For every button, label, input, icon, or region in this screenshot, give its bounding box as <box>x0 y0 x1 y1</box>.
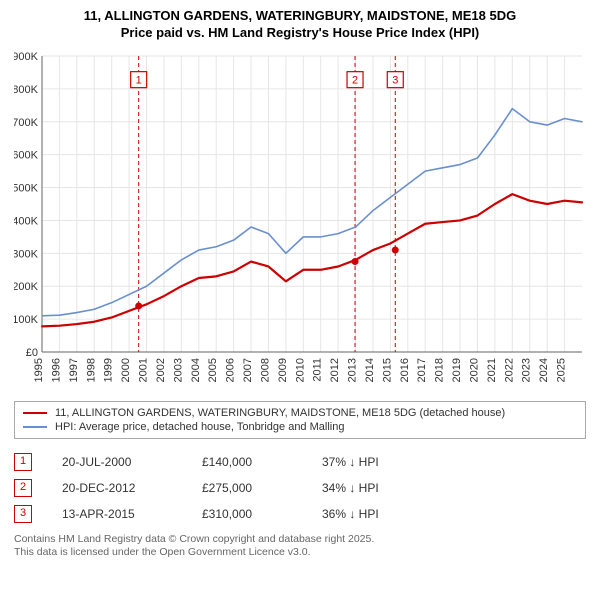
event-price: £275,000 <box>202 481 292 495</box>
svg-text:£900K: £900K <box>14 51 39 63</box>
svg-text:2006: 2006 <box>225 358 237 382</box>
svg-text:2002: 2002 <box>155 358 167 382</box>
svg-text:£800K: £800K <box>14 84 39 96</box>
event-row: 1 20-JUL-2000 £140,000 37% ↓ HPI <box>14 449 586 475</box>
footer-line-2: This data is licensed under the Open Gov… <box>14 546 586 560</box>
svg-text:3: 3 <box>392 74 398 86</box>
event-diff: 36% ↓ HPI <box>322 507 422 521</box>
svg-text:2001: 2001 <box>138 358 150 382</box>
event-diff: 37% ↓ HPI <box>322 455 422 469</box>
event-diff: 34% ↓ HPI <box>322 481 422 495</box>
event-badge: 3 <box>14 505 32 523</box>
event-row: 3 13-APR-2015 £310,000 36% ↓ HPI <box>14 501 586 527</box>
svg-text:2016: 2016 <box>399 358 411 382</box>
svg-text:2000: 2000 <box>120 358 132 382</box>
legend-swatch <box>23 412 47 414</box>
legend-row: HPI: Average price, detached house, Tonb… <box>23 420 577 434</box>
footer-line-1: Contains HM Land Registry data © Crown c… <box>14 533 586 547</box>
svg-text:£600K: £600K <box>14 149 39 161</box>
svg-text:2012: 2012 <box>329 358 341 382</box>
svg-text:2011: 2011 <box>312 358 324 382</box>
chart-svg: £0 £100K £200K £300K £400K £500K £600K £700K £80… <box>14 48 586 388</box>
svg-text:2005: 2005 <box>207 358 219 382</box>
svg-text:2004: 2004 <box>190 358 202 382</box>
svg-text:£200K: £200K <box>14 281 39 293</box>
svg-text:2025: 2025 <box>556 358 568 382</box>
event-price: £310,000 <box>202 507 292 521</box>
svg-text:2010: 2010 <box>294 358 306 382</box>
title-line-2: Price paid vs. HM Land Registry's House … <box>14 25 586 42</box>
svg-text:1999: 1999 <box>103 358 115 382</box>
title-line-1: 11, ALLINGTON GARDENS, WATERINGBURY, MAI… <box>14 8 586 25</box>
event-badge: 2 <box>14 479 32 497</box>
svg-text:£0: £0 <box>26 347 38 359</box>
svg-text:1995: 1995 <box>33 358 45 382</box>
svg-text:£700K: £700K <box>14 117 39 129</box>
legend-label: HPI: Average price, detached house, Tonb… <box>55 421 344 433</box>
legend: 11, ALLINGTON GARDENS, WATERINGBURY, MAI… <box>14 401 586 439</box>
svg-text:2013: 2013 <box>347 358 359 382</box>
svg-text:1: 1 <box>136 74 142 86</box>
event-date: 20-DEC-2012 <box>62 481 172 495</box>
svg-text:£500K: £500K <box>14 182 39 194</box>
svg-text:2024: 2024 <box>538 358 550 382</box>
svg-text:£400K: £400K <box>14 215 39 227</box>
svg-text:2008: 2008 <box>259 358 271 382</box>
svg-text:2019: 2019 <box>451 358 463 382</box>
svg-text:2022: 2022 <box>503 358 515 382</box>
footer-note: Contains HM Land Registry data © Crown c… <box>14 533 586 560</box>
svg-text:2: 2 <box>352 74 358 86</box>
svg-text:1998: 1998 <box>85 358 97 382</box>
events-list: 1 20-JUL-2000 £140,000 37% ↓ HPI 2 20-DEC-201… <box>14 449 586 527</box>
svg-text:1996: 1996 <box>50 358 62 382</box>
svg-text:2015: 2015 <box>381 358 393 382</box>
svg-text:£300K: £300K <box>14 248 39 260</box>
event-price: £140,000 <box>202 455 292 469</box>
svg-text:2007: 2007 <box>242 358 254 382</box>
svg-text:2009: 2009 <box>277 358 289 382</box>
legend-row: 11, ALLINGTON GARDENS, WATERINGBURY, MAI… <box>23 406 577 420</box>
event-date: 13-APR-2015 <box>62 507 172 521</box>
title-block: 11, ALLINGTON GARDENS, WATERINGBURY, MAI… <box>14 8 586 42</box>
page: 11, ALLINGTON GARDENS, WATERINGBURY, MAI… <box>0 0 600 590</box>
svg-text:2023: 2023 <box>521 358 533 382</box>
event-date: 20-JUL-2000 <box>62 455 172 469</box>
svg-text:£100K: £100K <box>14 314 39 326</box>
svg-text:2017: 2017 <box>416 358 428 382</box>
legend-swatch <box>23 426 47 428</box>
chart: £0 £100K £200K £300K £400K £500K £600K £700K £80… <box>14 48 586 393</box>
svg-text:2021: 2021 <box>486 358 498 382</box>
svg-text:2003: 2003 <box>172 358 184 382</box>
event-badge: 1 <box>14 453 32 471</box>
svg-text:1997: 1997 <box>68 358 80 382</box>
legend-label: 11, ALLINGTON GARDENS, WATERINGBURY, MAI… <box>55 407 505 419</box>
svg-text:2020: 2020 <box>468 358 480 382</box>
svg-text:2014: 2014 <box>364 358 376 382</box>
svg-text:2018: 2018 <box>434 358 446 382</box>
event-row: 2 20-DEC-2012 £275,000 34% ↓ HPI <box>14 475 586 501</box>
